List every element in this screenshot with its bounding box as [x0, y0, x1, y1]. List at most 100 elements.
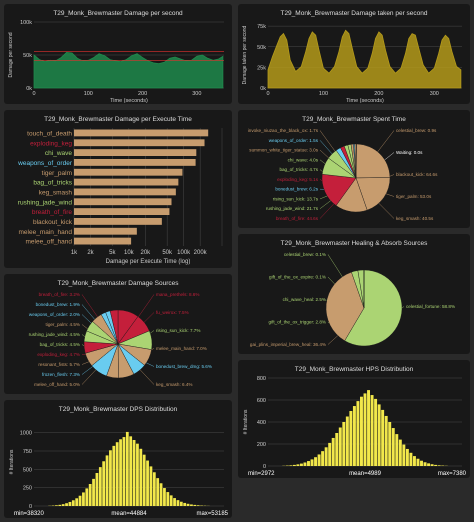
histogram-bar	[85, 488, 89, 506]
histogram-bar	[342, 422, 346, 466]
pie-label: bonedust_brew: 6.2s	[275, 187, 318, 192]
pie-label: keg_smash: 6.4%	[156, 382, 193, 387]
histogram-bar	[55, 505, 58, 506]
pie-slice	[355, 143, 391, 179]
y-axis-label: Damage per second	[8, 32, 14, 77]
histogram-bar	[430, 464, 434, 466]
dps-chart: T29_Monk_Brewmaster Damage per second 0k 5…	[4, 4, 232, 104]
pie-label: gift_of_the_ox_expire: 0.1%	[269, 275, 326, 280]
histogram-bar	[416, 458, 420, 466]
x-tick-label: 200k	[194, 250, 208, 256]
histogram-bar	[183, 502, 187, 506]
pie-label: weapons_of_order: 2.0%	[29, 312, 80, 317]
leader-line	[151, 348, 155, 350]
bar	[74, 178, 179, 186]
pie-label: bag_of_tricks: 4.5%	[40, 342, 80, 347]
chart-title: T29_Monk_Brewmaster Healing & Absorb Sou…	[281, 240, 428, 247]
histogram-bar	[166, 492, 170, 506]
leader-line	[326, 299, 329, 301]
bar-label: melee_off_hand	[25, 239, 72, 246]
x-tick-label: 2k	[87, 250, 94, 256]
damage-sources-chart-svg: T29_Monk_Brewmaster Damage Sources breath…	[29, 280, 212, 387]
x-axis-label: Time (seconds)	[110, 98, 148, 104]
histogram-bar	[356, 401, 360, 466]
leader-line	[81, 314, 92, 324]
histogram-bar	[395, 434, 399, 466]
pie-label: celestial_fortune: 58.8%	[406, 304, 455, 309]
max-label: max=7380	[438, 471, 467, 477]
bar-label: rushing_jade_wind	[18, 199, 73, 206]
histogram-bar	[169, 495, 173, 506]
histogram-bar	[377, 404, 381, 466]
y-axis-label: # Iterations	[243, 409, 249, 434]
histogram-bar	[71, 500, 75, 506]
bar-label: keg_smash	[39, 189, 73, 196]
hps-distribution-chart-svg: T29_Monk_Brewmaster HPS Distribution 0 200…	[243, 366, 467, 477]
leader-line	[319, 179, 323, 181]
pie-slice	[109, 309, 119, 345]
pie-label: weapons_of_order: 1.5s	[269, 138, 319, 143]
pie-label: gift_of_the_ox_trigger: 2.8%	[269, 320, 326, 325]
hps-distribution-chart: T29_Monk_Brewmaster HPS Distribution 0 200…	[238, 360, 470, 478]
y-tick-label: 400	[257, 420, 266, 426]
chart-title: T29_Monk_Brewmaster Damage per Execute T…	[44, 116, 192, 123]
bar-label: chi_wave	[45, 150, 72, 157]
histogram-bar	[122, 437, 126, 506]
bar	[74, 188, 176, 196]
y-axis-label: # Iterations	[9, 449, 15, 474]
chart-title: T29_Monk_Brewmaster Damage taken per sec…	[280, 10, 427, 17]
histogram-bar	[132, 440, 136, 506]
y-tick-label: 800	[257, 376, 266, 382]
leader-line	[319, 149, 329, 159]
histogram-bar	[398, 439, 402, 466]
histogram-bar	[146, 460, 149, 506]
histogram-bar	[324, 447, 328, 466]
x-tick-label: 0	[32, 91, 35, 97]
leader-line	[386, 193, 395, 197]
y-tick-label: 200	[257, 442, 266, 448]
bar-label: melee_main_hand	[19, 229, 73, 236]
histogram-bar	[381, 409, 385, 466]
histogram-bar	[142, 454, 146, 506]
bar	[74, 159, 196, 166]
leader-line	[81, 324, 88, 329]
leader-line	[81, 366, 93, 375]
leader-line	[327, 276, 335, 285]
bar	[74, 218, 162, 225]
pie-label: bag_of_tricks: 4.7s	[279, 167, 318, 172]
min-label: min=2972	[248, 471, 275, 477]
dpet-chart: T29_Monk_Brewmaster Damage per Execute T…	[4, 110, 232, 268]
pie-label: rising_sun_kick: 13.7s	[273, 196, 319, 201]
histogram-bar	[292, 464, 296, 466]
histogram-bar	[360, 396, 363, 466]
leader-line	[150, 330, 155, 334]
x-axis-label: Time (seconds)	[346, 98, 384, 104]
histogram-bar	[112, 445, 116, 506]
healing-sources-chart-svg: T29_Monk_Brewmaster Healing & Absorb Sou…	[250, 240, 455, 347]
leader-line	[327, 335, 338, 345]
histogram-bar	[98, 467, 102, 506]
histogram-bar	[152, 472, 156, 506]
chart-title: T29_Monk_Brewmaster DPS Distribution	[59, 406, 178, 413]
bar-label: touch_of_death	[27, 130, 72, 137]
mean-label: mean=44884	[111, 511, 147, 517]
bar	[74, 149, 197, 156]
bar-label: weapons_of_order	[17, 160, 73, 167]
bar-label: blackout_kick	[33, 219, 73, 226]
dps-chart-svg: T29_Monk_Brewmaster Damage per second 0k 5…	[8, 10, 224, 104]
chart-title: T29_Monk_Brewmaster HPS Distribution	[295, 366, 414, 373]
pie-label: frozen_flesh: 7.3%	[42, 372, 80, 377]
pie-label: summon_white_tiger_statue: 3.0s	[249, 148, 318, 153]
histogram-bar	[328, 442, 332, 466]
x-tick-label: 200	[374, 91, 383, 97]
leader-line	[319, 200, 331, 209]
healing-sources-chart: T29_Monk_Brewmaster Healing & Absorb Sou…	[238, 234, 470, 354]
pie-label: chi_wave_heal: 2.5%	[283, 297, 326, 302]
mean-label: mean=4989	[349, 471, 382, 477]
histogram-bar	[321, 451, 325, 466]
series-area	[33, 51, 224, 89]
y-tick-label: 0k	[26, 86, 32, 92]
histogram-bar	[61, 504, 65, 506]
bar-label: bag_of_tricks	[33, 180, 72, 187]
histogram-bar	[427, 463, 431, 466]
